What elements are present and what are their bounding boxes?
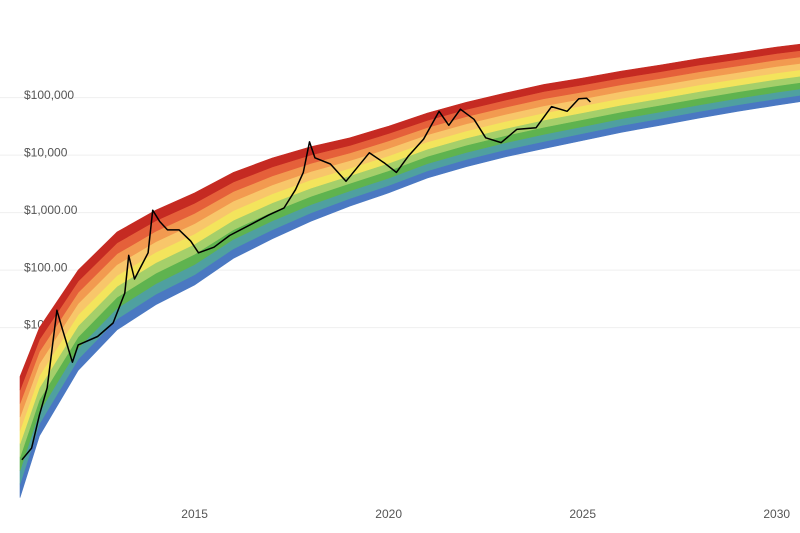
y-tick-label: $100.00 xyxy=(24,260,68,274)
y-axis: $10.00$100.00$1,000.00$10,000$100,000 xyxy=(24,88,78,332)
x-tick-label: 2020 xyxy=(375,507,402,521)
x-axis: 2015 2020 2025 2030 xyxy=(181,507,790,521)
price-layer xyxy=(21,97,591,461)
rainbow-bands xyxy=(19,43,800,498)
x-tick-label: 2015 xyxy=(181,507,208,521)
price-line xyxy=(21,97,591,461)
x-tick-label: 2030 xyxy=(763,507,790,521)
y-tick-label: $100,000 xyxy=(24,88,74,102)
rainbow-band xyxy=(19,43,800,391)
x-tick-label: 2025 xyxy=(569,507,596,521)
y-tick-label: $1,000.00 xyxy=(24,203,78,217)
y-tick-label: $10,000 xyxy=(24,145,68,159)
